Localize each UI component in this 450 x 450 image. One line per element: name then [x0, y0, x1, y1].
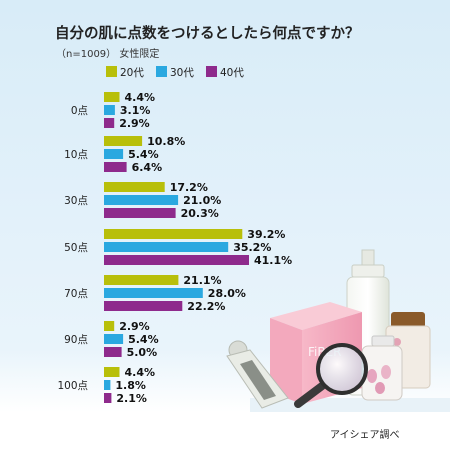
bar-40s-90 — [104, 347, 122, 357]
value-label-30s-100: 1.8% — [115, 379, 146, 392]
bar-40s-0 — [104, 118, 115, 128]
value-label-20s-100: 4.4% — [125, 366, 156, 379]
value-label-40s-50: 41.1% — [254, 254, 292, 267]
bar-30s-50 — [104, 242, 229, 252]
bar-40s-10 — [104, 162, 127, 172]
skin-device-illustration — [226, 340, 289, 409]
value-label-20s-90: 2.9% — [119, 320, 150, 333]
value-label-20s-70: 21.1% — [183, 274, 221, 287]
bar-20s-50 — [104, 229, 243, 239]
bar-20s-100 — [104, 367, 120, 377]
bar-20s-90 — [104, 321, 115, 331]
bar-40s-70 — [104, 301, 183, 311]
bar-30s-70 — [104, 288, 203, 298]
bar-30s-100 — [104, 380, 111, 390]
category-label-0: 0点 — [71, 105, 88, 117]
chart-subtitle: （n=1009） 女性限定 — [56, 47, 159, 60]
value-label-40s-30: 20.3% — [181, 207, 219, 220]
bar-30s-0 — [104, 105, 115, 115]
source-note: アイシェア調べ — [330, 428, 400, 441]
legend-label-20s: 20代 — [120, 67, 144, 79]
bars-group — [104, 92, 249, 403]
value-label-30s-90: 5.4% — [128, 333, 159, 346]
category-label-70: 70点 — [64, 288, 88, 300]
category-label-100: 100点 — [57, 380, 88, 392]
legend-label-30s: 30代 — [170, 67, 194, 79]
bar-20s-30 — [104, 182, 165, 192]
cosmetics-illustration: FiBER — [226, 249, 450, 412]
bar-20s-0 — [104, 92, 120, 102]
magnifier-illustration — [294, 343, 368, 408]
category-label-90: 90点 — [64, 334, 88, 346]
bar-40s-100 — [104, 393, 112, 403]
category-axis: 0点 10点 30点 50点 70点 90点 100点 — [57, 105, 88, 392]
bar-30s-30 — [104, 195, 179, 205]
value-label-40s-10: 6.4% — [132, 161, 163, 174]
value-labels-group: 4.4%3.1%2.9%10.8%5.4%6.4%17.2%21.0%20.3%… — [115, 91, 292, 405]
value-label-20s-30: 17.2% — [170, 181, 208, 194]
value-label-20s-0: 4.4% — [125, 91, 156, 104]
value-label-40s-100: 2.1% — [116, 392, 147, 405]
legend-swatch-20s — [106, 66, 117, 77]
value-label-40s-0: 2.9% — [119, 117, 150, 130]
value-label-40s-90: 5.0% — [127, 346, 158, 359]
value-label-30s-50: 35.2% — [233, 241, 271, 254]
legend-label-40s: 40代 — [220, 67, 244, 79]
pill-bottle-illustration — [361, 335, 403, 401]
value-label-30s-70: 28.0% — [208, 287, 246, 300]
chart-legend: 20代 30代 40代 — [106, 66, 244, 79]
value-label-40s-70: 22.2% — [187, 300, 225, 313]
bar-40s-50 — [104, 255, 249, 265]
legend-swatch-40s — [206, 66, 217, 77]
bar-30s-10 — [104, 149, 124, 159]
category-label-50: 50点 — [64, 242, 88, 254]
bar-20s-10 — [104, 136, 143, 146]
value-label-20s-50: 39.2% — [247, 228, 285, 241]
category-label-10: 10点 — [64, 149, 88, 161]
legend-swatch-30s — [156, 66, 167, 77]
bar-20s-70 — [104, 275, 179, 285]
bar-30s-90 — [104, 334, 124, 344]
value-label-30s-10: 5.4% — [128, 148, 159, 161]
value-label-30s-0: 3.1% — [120, 104, 151, 117]
chart-title: 自分の肌に点数をつけるとしたら何点ですか？ — [55, 24, 360, 42]
value-label-30s-30: 21.0% — [183, 194, 221, 207]
category-label-30: 30点 — [64, 195, 88, 207]
value-label-20s-10: 10.8% — [147, 135, 185, 148]
bar-40s-30 — [104, 208, 176, 218]
